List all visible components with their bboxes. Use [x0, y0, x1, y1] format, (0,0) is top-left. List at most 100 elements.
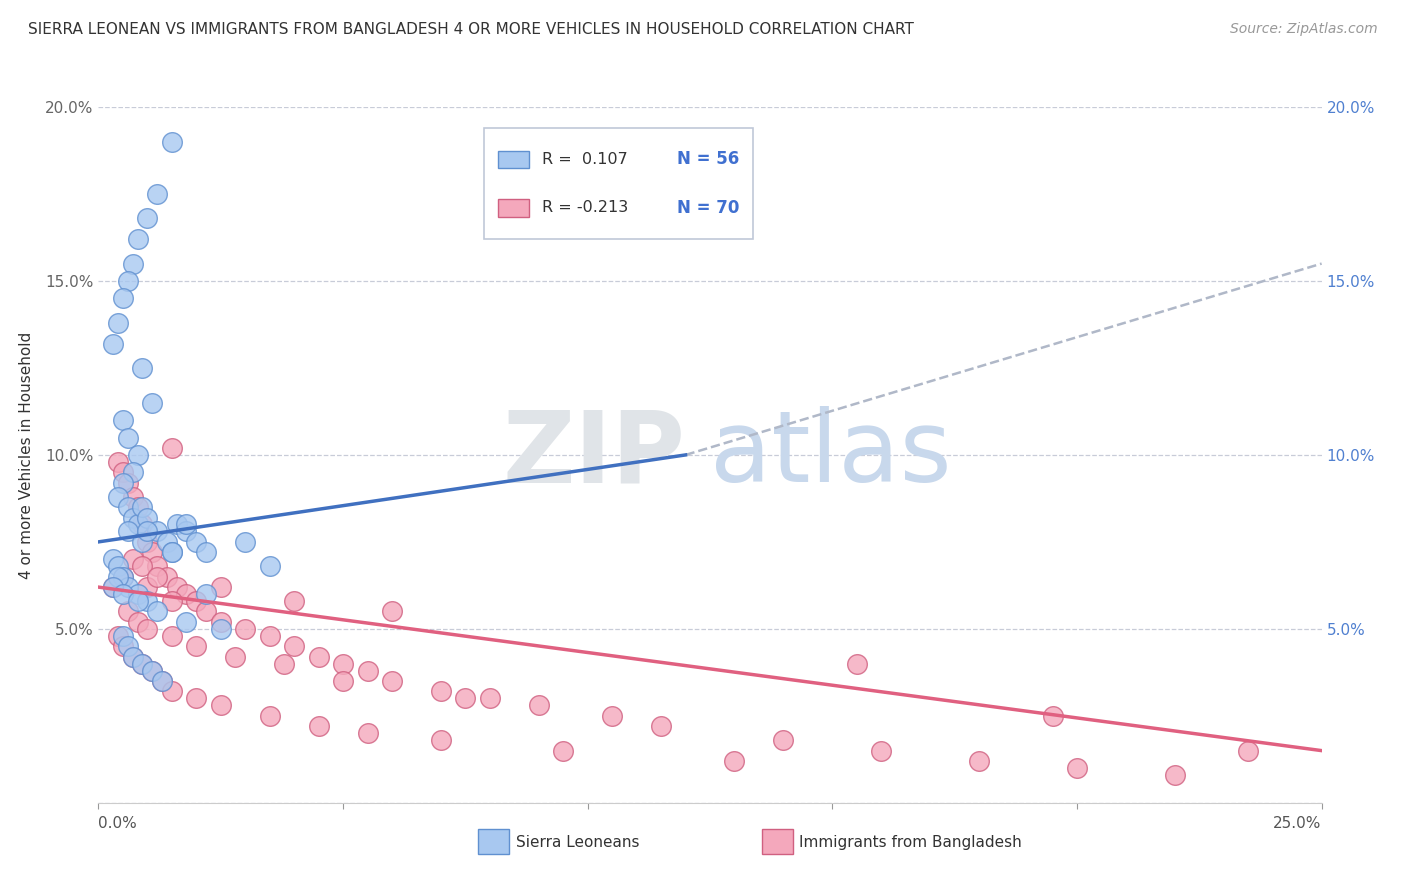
Point	[209, 622, 232, 636]
Point	[186, 534, 208, 549]
Point	[121, 256, 143, 270]
Point	[283, 639, 305, 653]
Text: Sierra Leoneans: Sierra Leoneans	[516, 836, 640, 850]
Point	[650, 719, 672, 733]
Point	[111, 291, 134, 305]
Point	[195, 545, 218, 559]
Point	[101, 580, 124, 594]
Point	[101, 336, 124, 351]
Point	[273, 657, 295, 671]
Point	[117, 524, 139, 539]
Point	[259, 559, 281, 574]
Point	[131, 360, 153, 375]
Point	[259, 629, 281, 643]
Point	[146, 524, 169, 539]
Point	[454, 691, 477, 706]
Point	[127, 232, 149, 246]
Point	[195, 605, 218, 619]
Point	[121, 466, 143, 480]
Point	[121, 649, 143, 664]
Point	[117, 580, 139, 594]
Point	[107, 570, 129, 584]
Point	[141, 664, 163, 678]
Point	[1237, 744, 1260, 758]
Point	[131, 500, 153, 514]
Point	[141, 545, 163, 559]
Point	[160, 545, 183, 559]
Point	[101, 552, 124, 566]
Point	[259, 708, 281, 723]
Point	[283, 594, 305, 608]
Point	[117, 475, 139, 490]
Point	[430, 733, 453, 747]
Point	[111, 570, 134, 584]
Text: atlas: atlas	[710, 407, 952, 503]
Point	[121, 510, 143, 524]
Point	[107, 559, 129, 574]
Point	[160, 684, 183, 698]
Point	[111, 629, 134, 643]
Point	[160, 629, 183, 643]
Point	[186, 639, 208, 653]
Text: R = -0.213: R = -0.213	[543, 201, 628, 216]
Point	[141, 395, 163, 409]
Point	[176, 524, 198, 539]
Point	[195, 587, 218, 601]
Point	[186, 594, 208, 608]
Point	[160, 441, 183, 455]
Point	[381, 605, 404, 619]
Point	[131, 534, 153, 549]
Point	[209, 580, 232, 594]
Point	[111, 587, 134, 601]
Point	[146, 570, 169, 584]
Point	[233, 534, 256, 549]
Point	[160, 594, 183, 608]
Point	[156, 534, 179, 549]
Point	[127, 500, 149, 514]
Point	[141, 664, 163, 678]
Text: N = 56: N = 56	[678, 150, 740, 169]
Point	[209, 615, 232, 629]
Text: N = 70: N = 70	[678, 199, 740, 217]
Point	[967, 754, 990, 768]
Y-axis label: 4 or more Vehicles in Household: 4 or more Vehicles in Household	[20, 331, 34, 579]
Point	[121, 490, 143, 504]
Point	[117, 430, 139, 444]
Point	[176, 517, 198, 532]
Text: SIERRA LEONEAN VS IMMIGRANTS FROM BANGLADESH 4 OR MORE VEHICLES IN HOUSEHOLD COR: SIERRA LEONEAN VS IMMIGRANTS FROM BANGLA…	[28, 22, 914, 37]
Point	[127, 594, 149, 608]
Point	[107, 629, 129, 643]
Point	[553, 744, 575, 758]
Text: Source: ZipAtlas.com: Source: ZipAtlas.com	[1230, 22, 1378, 37]
Point	[136, 594, 159, 608]
Point	[1164, 768, 1187, 782]
Point	[308, 649, 330, 664]
Point	[845, 657, 868, 671]
Point	[308, 719, 330, 733]
Point	[332, 674, 354, 689]
Point	[527, 698, 550, 713]
Point	[111, 639, 134, 653]
Point	[117, 639, 139, 653]
Point	[136, 580, 159, 594]
Point	[176, 615, 198, 629]
Text: ZIP: ZIP	[503, 407, 686, 503]
Point	[156, 570, 179, 584]
Point	[186, 691, 208, 706]
Point	[111, 475, 134, 490]
Point	[131, 657, 153, 671]
Point	[1042, 708, 1064, 723]
Point	[166, 580, 188, 594]
FancyBboxPatch shape	[484, 128, 752, 239]
Point	[136, 622, 159, 636]
Point	[1066, 761, 1088, 775]
Point	[127, 615, 149, 629]
Point	[146, 186, 169, 201]
Point	[166, 517, 188, 532]
Point	[117, 274, 139, 288]
Point	[723, 754, 745, 768]
Point	[772, 733, 794, 747]
Point	[332, 657, 354, 671]
Point	[478, 691, 501, 706]
Point	[111, 466, 134, 480]
